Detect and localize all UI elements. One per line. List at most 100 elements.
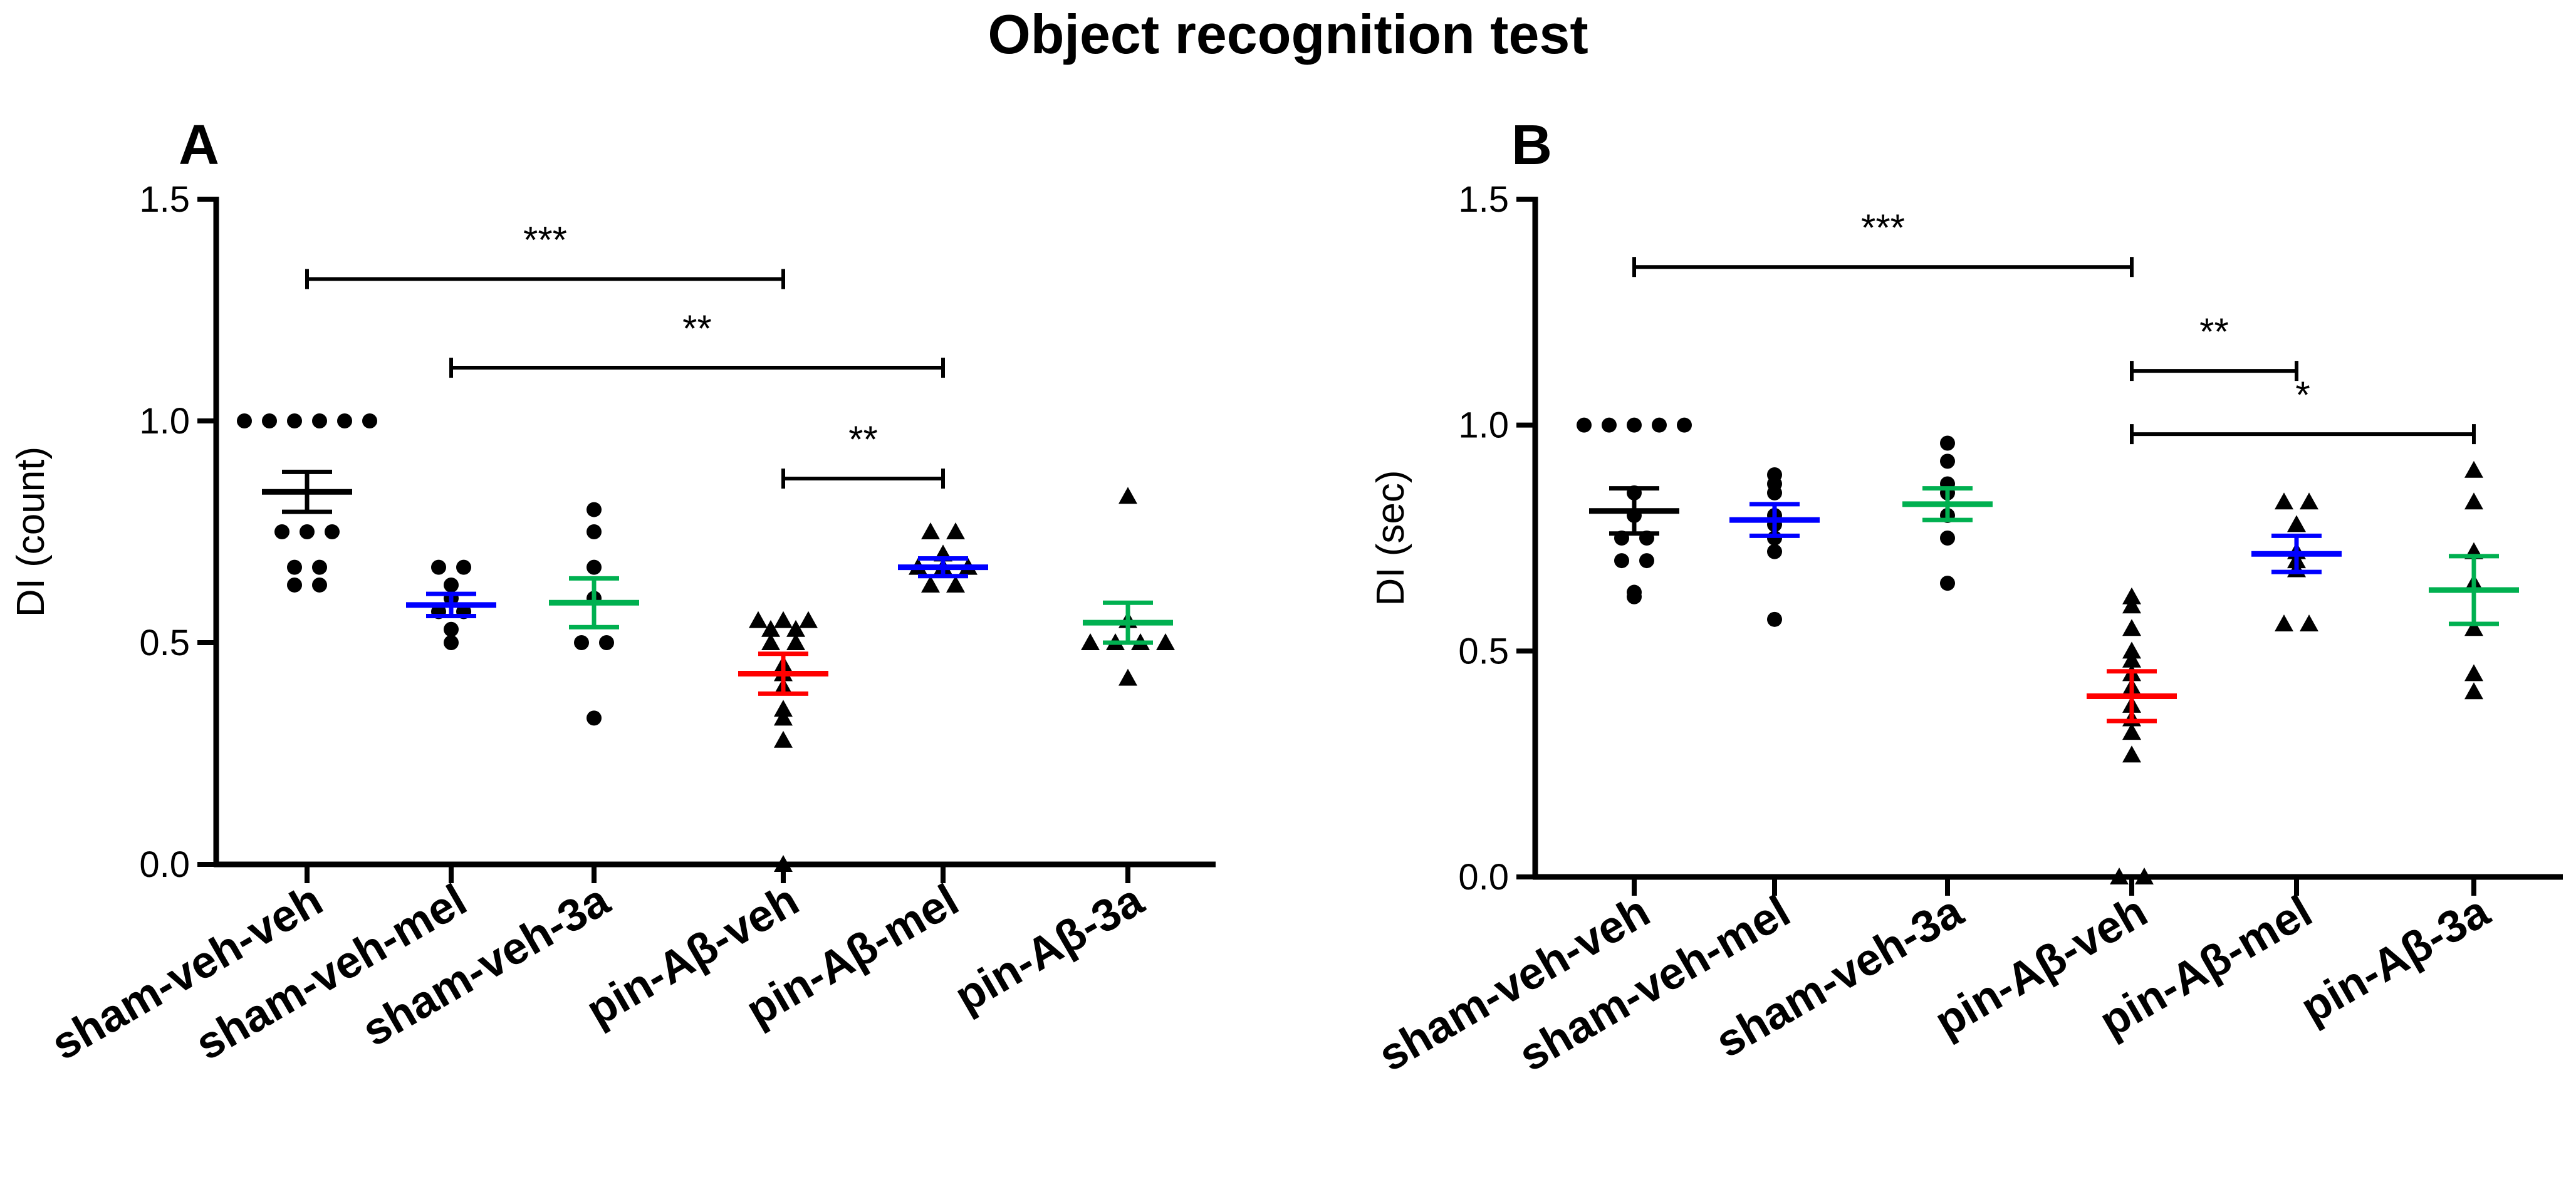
group-2 bbox=[1902, 435, 1993, 591]
data-point bbox=[1614, 553, 1629, 569]
data-point bbox=[946, 575, 965, 593]
data-point bbox=[587, 559, 602, 575]
data-point bbox=[799, 611, 818, 628]
data-point bbox=[774, 611, 793, 628]
data-point bbox=[1940, 435, 1955, 451]
data-point bbox=[587, 710, 602, 726]
data-point bbox=[287, 577, 302, 593]
significance-label: ** bbox=[2199, 311, 2229, 353]
data-point bbox=[444, 577, 459, 593]
data-point bbox=[2300, 614, 2318, 632]
panel-label-B: B bbox=[1511, 114, 1552, 177]
y-axis-title: DI (count) bbox=[9, 447, 53, 617]
x-category-label: pin-Aβ-3a bbox=[2293, 886, 2498, 1034]
y-tick-label: 0.5 bbox=[139, 623, 190, 663]
data-point bbox=[786, 633, 805, 650]
data-point bbox=[2464, 664, 2483, 682]
data-point bbox=[761, 619, 780, 637]
data-point bbox=[1940, 576, 1955, 591]
data-point bbox=[312, 413, 327, 428]
data-point bbox=[761, 633, 780, 650]
significance-bracket: * bbox=[2130, 374, 2476, 445]
group-5 bbox=[2429, 460, 2519, 700]
data-point bbox=[1767, 611, 1782, 627]
group-5 bbox=[1081, 487, 1175, 686]
significance-label: * bbox=[2295, 374, 2310, 416]
panel-B: B0.00.51.01.5DI (sec)sham-veh-vehsham-ve… bbox=[1369, 114, 2563, 1081]
data-point bbox=[1677, 417, 1692, 433]
data-point bbox=[2464, 619, 2483, 636]
significance-label: *** bbox=[523, 219, 567, 261]
group-0 bbox=[1577, 417, 1692, 604]
data-point bbox=[2287, 515, 2306, 532]
y-tick-label: 0.0 bbox=[1458, 857, 1509, 898]
y-axis-title: DI (sec) bbox=[1369, 470, 1412, 606]
significance-bracket: ** bbox=[2130, 311, 2298, 381]
data-point bbox=[2122, 745, 2141, 763]
data-point bbox=[444, 621, 459, 637]
chart-title: Object recognition test bbox=[988, 3, 1588, 65]
data-point bbox=[587, 524, 602, 539]
data-point bbox=[287, 413, 302, 428]
data-point bbox=[1156, 633, 1175, 650]
data-point bbox=[1577, 417, 1592, 433]
data-point bbox=[300, 524, 315, 539]
group-1 bbox=[1729, 467, 1820, 627]
group-3 bbox=[2087, 587, 2177, 884]
data-point bbox=[1940, 453, 1955, 469]
data-point bbox=[774, 855, 793, 872]
data-point bbox=[2464, 682, 2483, 700]
data-point bbox=[312, 559, 327, 575]
data-point bbox=[786, 619, 805, 637]
data-point bbox=[444, 635, 459, 650]
data-point bbox=[2110, 868, 2129, 884]
data-point bbox=[774, 708, 793, 726]
data-point bbox=[921, 575, 940, 593]
data-point bbox=[2122, 587, 2141, 604]
data-point bbox=[312, 577, 327, 593]
significance-bracket: ** bbox=[449, 308, 945, 378]
group-4 bbox=[2251, 492, 2342, 632]
y-tick-label: 1.0 bbox=[139, 401, 190, 442]
data-point bbox=[337, 413, 352, 428]
data-point bbox=[2122, 596, 2141, 614]
group-2 bbox=[549, 502, 639, 726]
data-point bbox=[2135, 868, 2154, 884]
data-point bbox=[456, 559, 471, 575]
data-point bbox=[1767, 544, 1782, 559]
data-point bbox=[362, 413, 377, 428]
data-point bbox=[2275, 614, 2293, 632]
data-point bbox=[946, 522, 965, 539]
data-point bbox=[2122, 641, 2141, 659]
data-point bbox=[287, 559, 302, 575]
y-tick-label: 1.5 bbox=[139, 179, 190, 220]
data-point bbox=[2122, 650, 2141, 668]
data-point bbox=[1119, 668, 1137, 686]
data-point bbox=[921, 522, 940, 539]
data-point bbox=[587, 502, 602, 517]
data-point bbox=[431, 559, 446, 575]
y-tick-label: 1.5 bbox=[1458, 179, 1509, 220]
group-1 bbox=[406, 559, 496, 650]
x-category-label: pin-Aβ-3a bbox=[947, 874, 1152, 1022]
data-point bbox=[749, 611, 768, 628]
data-point bbox=[1652, 417, 1667, 433]
y-tick-label: 0.5 bbox=[1458, 631, 1509, 671]
data-point bbox=[1081, 633, 1100, 650]
data-point bbox=[237, 413, 252, 428]
data-point bbox=[1119, 487, 1137, 504]
y-tick-label: 1.0 bbox=[1458, 405, 1509, 446]
data-point bbox=[2300, 492, 2318, 510]
data-point bbox=[1639, 553, 1654, 569]
data-point bbox=[2122, 619, 2141, 636]
significance-label: ** bbox=[848, 418, 878, 460]
panel-A: A0.00.51.01.5DI (count)sham-veh-vehsham-… bbox=[9, 114, 1216, 1070]
significance-label: ** bbox=[682, 308, 712, 350]
group-3 bbox=[738, 611, 828, 872]
data-point bbox=[599, 635, 614, 650]
data-point bbox=[1767, 485, 1782, 500]
panel-label-A: A bbox=[179, 114, 219, 177]
data-point bbox=[2464, 492, 2483, 510]
data-point bbox=[325, 524, 340, 539]
